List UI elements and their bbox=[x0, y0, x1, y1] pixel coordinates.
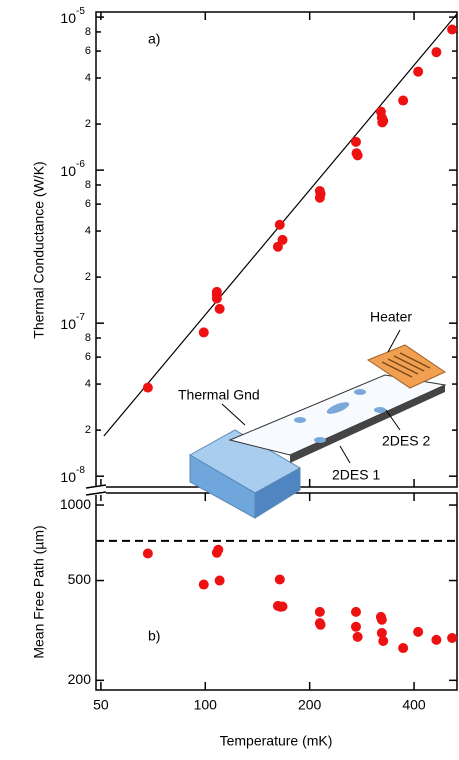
data-point bbox=[431, 634, 442, 645]
x-tick-label: 100 bbox=[194, 697, 218, 713]
heater-pad bbox=[366, 344, 447, 389]
data-point bbox=[413, 66, 424, 77]
data-point bbox=[142, 382, 153, 393]
y-tick-label: 2 bbox=[85, 271, 91, 283]
y-tick-label: 200 bbox=[68, 671, 92, 687]
data-point bbox=[431, 47, 442, 58]
axis-break bbox=[85, 484, 107, 489]
y-tick-label: 10 bbox=[60, 469, 76, 485]
arrow bbox=[387, 329, 401, 353]
data-point bbox=[352, 631, 363, 642]
y-tick-label: 500 bbox=[68, 571, 92, 587]
data-point bbox=[214, 303, 225, 314]
data-point bbox=[214, 575, 225, 586]
inset-label: 2DES 2 bbox=[382, 433, 430, 449]
data-point bbox=[350, 606, 361, 617]
arrow bbox=[221, 403, 246, 426]
arrow bbox=[385, 409, 401, 431]
data-point bbox=[350, 136, 361, 147]
data-point bbox=[198, 327, 209, 338]
data-point bbox=[213, 544, 224, 555]
y-tick-label: 4 bbox=[85, 72, 91, 84]
inset-label: Thermal Gnd bbox=[178, 387, 260, 403]
data-point bbox=[352, 150, 363, 161]
data-point bbox=[198, 579, 209, 590]
data-point bbox=[211, 293, 222, 304]
y-tick-label: 6 bbox=[85, 45, 91, 57]
data-point bbox=[447, 632, 458, 643]
contact bbox=[326, 402, 350, 414]
data-point bbox=[378, 115, 389, 126]
data-point bbox=[398, 643, 409, 654]
data-point bbox=[274, 219, 285, 230]
data-point bbox=[314, 606, 325, 617]
y-axis-label: Mean Free Path (µm) bbox=[31, 525, 47, 658]
y-tick-label: 4 bbox=[85, 378, 91, 390]
data-point bbox=[376, 627, 387, 638]
y-tick-label: 4 bbox=[85, 225, 91, 237]
axis-break bbox=[86, 486, 106, 495]
data-point bbox=[315, 619, 326, 630]
x-tick-label: 50 bbox=[93, 697, 109, 713]
inset-label: 2DES 1 bbox=[332, 467, 380, 483]
y-tick-label: 10 bbox=[60, 10, 76, 26]
x-tick-label: 200 bbox=[298, 697, 322, 713]
ground-side bbox=[254, 467, 301, 519]
y-tick-label: 10 bbox=[60, 316, 76, 332]
y-tick-exponent: -8 bbox=[76, 465, 85, 476]
y-tick-label: 2 bbox=[85, 118, 91, 130]
data-point bbox=[277, 601, 288, 612]
y-tick-label: 6 bbox=[85, 351, 91, 363]
device-inset: Heater Thermal Gnd 2DES 2 2DES 1 bbox=[178, 309, 447, 519]
chip-edge bbox=[290, 385, 445, 463]
y-tick-label: 6 bbox=[85, 198, 91, 210]
contact bbox=[294, 417, 306, 423]
y-tick-label: 8 bbox=[85, 26, 91, 38]
y-tick-exponent: -5 bbox=[76, 6, 85, 17]
inset-label: Heater bbox=[370, 309, 412, 325]
arrow bbox=[339, 445, 351, 464]
data-point bbox=[447, 24, 458, 35]
x-axis-label: Temperature (mK) bbox=[220, 733, 333, 749]
plot-frame bbox=[95, 492, 458, 691]
axis-break bbox=[85, 491, 107, 496]
panel-label: b) bbox=[148, 628, 160, 644]
data-point bbox=[315, 188, 326, 199]
x-tick-label: 400 bbox=[402, 697, 426, 713]
y-tick-exponent: -6 bbox=[76, 159, 85, 170]
data-point bbox=[277, 234, 288, 245]
y-tick-label: 8 bbox=[85, 332, 91, 344]
data-point bbox=[413, 626, 424, 637]
y-tick-label: 10 bbox=[60, 163, 76, 179]
data-point bbox=[350, 621, 361, 632]
contact bbox=[374, 407, 386, 413]
panel-label: a) bbox=[148, 31, 160, 47]
contact bbox=[354, 389, 366, 395]
data-point bbox=[274, 574, 285, 585]
y-tick-label: 8 bbox=[85, 179, 91, 191]
data-point bbox=[378, 635, 389, 646]
y-tick-label: 2 bbox=[85, 424, 91, 436]
heater-wire bbox=[381, 352, 431, 378]
data-point bbox=[398, 95, 409, 106]
data-point bbox=[376, 614, 387, 625]
y-axis-label: Thermal Conductance (W/K) bbox=[31, 161, 47, 338]
y-tick-exponent: -7 bbox=[76, 312, 85, 323]
contact bbox=[314, 437, 326, 443]
y-tick-label: 1000 bbox=[60, 496, 91, 512]
data-point bbox=[142, 548, 153, 559]
